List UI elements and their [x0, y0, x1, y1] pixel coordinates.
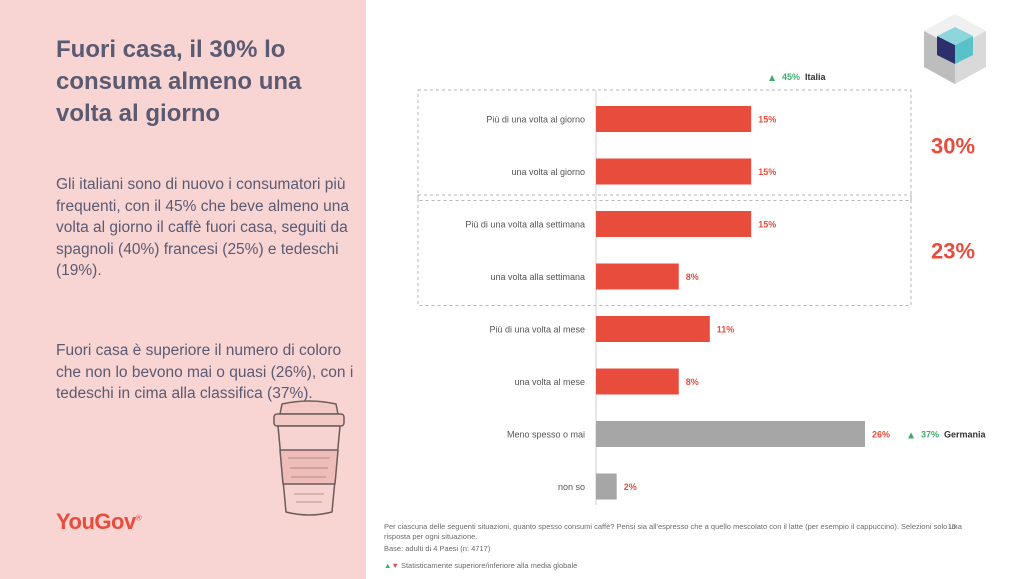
brand-registered-mark: ® [135, 513, 142, 523]
page-title: Fuori casa, il 30% lo consuma almeno una… [56, 36, 302, 127]
bar-chart: 30% 23% Più di una volta al giorno 15% una v… [417, 72, 987, 505]
group-box [417, 194, 912, 306]
data-label: 8% [686, 377, 699, 387]
bar [596, 368, 679, 395]
data-label: 2% [624, 482, 637, 492]
bar [596, 421, 865, 447]
base-footnote: Base: adulti di 4 Paesi (n: 4717) [384, 544, 491, 553]
group-total-label: 30% [931, 133, 975, 158]
question-text: Per ciascuna delle seguenti situazioni, … [384, 522, 962, 541]
bar [596, 158, 752, 185]
data-label: 15% [758, 220, 776, 230]
category-label: Più di una volta al mese [489, 325, 585, 335]
data-label: 15% [758, 167, 776, 177]
data-label: 15% [758, 115, 776, 125]
page-number: 15 [947, 522, 956, 531]
annotation-value: 37% [921, 430, 939, 440]
group-box [417, 89, 912, 201]
significance-legend: ▲▼ Statisticamente superiore/inferiore a… [384, 561, 577, 571]
annotation-label: Germania [944, 430, 987, 440]
bar [596, 211, 752, 237]
bar [596, 263, 679, 290]
category-label: non so [558, 482, 585, 492]
triangle-up-icon: ▲ [384, 561, 392, 570]
bar [596, 473, 617, 500]
triangle-up-icon: ▲ [908, 431, 915, 440]
category-label: una volta al giorno [511, 167, 585, 177]
category-label: una volta alla settimana [490, 272, 585, 282]
annotation-label: Italia [805, 72, 827, 82]
bar [596, 316, 710, 342]
category-label: Più di una volta alla settimana [465, 220, 585, 230]
cube-logo-icon [924, 14, 986, 84]
paragraph-two: Fuori casa è superiore il numero di colo… [56, 342, 354, 402]
data-label: 26% [872, 430, 890, 440]
question-footnote: Per ciascuna delle seguenti situazioni, … [384, 522, 964, 542]
bar [596, 106, 752, 132]
coffee-cup-icon [273, 400, 345, 516]
data-label: 11% [717, 325, 735, 335]
significance-legend-text: Statisticamente superiore/inferiore alla… [400, 561, 578, 570]
triangle-down-icon: ▼ [391, 561, 399, 570]
category-label: Più di una volta al giorno [486, 115, 585, 125]
data-label: 8% [686, 272, 699, 282]
category-label: una volta al mese [514, 377, 585, 387]
left-panel: Fuori casa, il 30% lo consuma almeno una… [0, 0, 366, 579]
brand-name: YouGov [56, 509, 136, 534]
paragraph-one: Gli italiani sono di nuovo i consumatori… [56, 176, 349, 279]
annotation-value: 45% [782, 72, 800, 82]
category-label: Meno spesso o mai [507, 430, 585, 440]
triangle-up-icon: ▲ [769, 73, 776, 82]
brand-logo: YouGov® [56, 509, 142, 535]
group-total-label: 23% [931, 238, 975, 263]
